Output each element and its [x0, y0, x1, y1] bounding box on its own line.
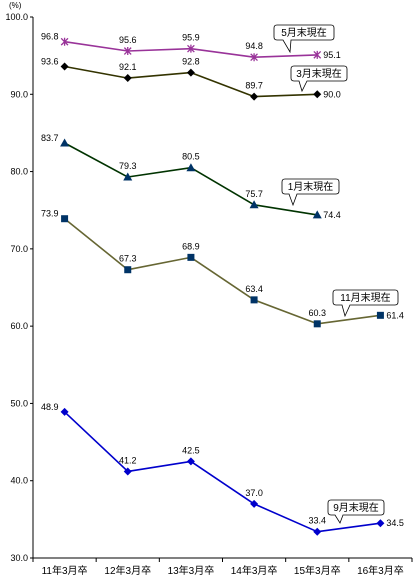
y-tick-label-1: 90.0 [10, 89, 28, 99]
series-0-point-2 [187, 44, 195, 53]
series-3-line [64, 218, 381, 325]
legend-callout-4 [327, 499, 385, 524]
x-tick-label-2: 13年3月卒 [168, 564, 215, 577]
series-2-label-0: 83.7 [41, 133, 59, 143]
series-4-label-3: 37.0 [245, 488, 263, 498]
series-0-point-1 [123, 47, 132, 56]
series-3-label-3: 63.4 [245, 284, 263, 294]
series-1-label-0: 93.6 [41, 56, 59, 66]
series-1-point-2 [186, 68, 195, 77]
y-tick-label-0: 100.0 [5, 12, 28, 22]
series-4-point-4 [313, 527, 322, 536]
y-axis-unit-label: (%) [9, 1, 22, 10]
series-1-label-2: 92.8 [182, 57, 200, 67]
series-3-label-1: 67.3 [119, 254, 137, 264]
series-2-point-4 [312, 210, 322, 219]
series-4-point-3 [250, 499, 259, 508]
series-0-label-0: 96.8 [41, 32, 59, 42]
series-3-label-4: 60.3 [308, 308, 326, 318]
series-3-point-4 [313, 320, 321, 328]
legend-callout-1-label: 3月末現在 [296, 67, 342, 80]
series-2-label-1: 79.3 [119, 161, 137, 171]
y-tick-label-2: 80.0 [10, 167, 28, 177]
legend-callout-3 [332, 289, 399, 318]
series-3-point-5 [376, 311, 384, 319]
legend-callout-2 [281, 178, 340, 207]
y-tick-label-6: 40.0 [10, 476, 28, 486]
series-3-point-0 [61, 215, 69, 223]
series-4-line [64, 411, 381, 533]
x-tick-label-5: 16年3月卒 [357, 564, 404, 577]
legend-callout-1 [290, 65, 348, 93]
series-0-point-4 [313, 50, 322, 59]
legend-callout-0-label: 5月末現在 [281, 26, 327, 39]
series-1-point-1 [123, 74, 132, 83]
series-3-point-2 [187, 253, 195, 261]
series-0-label-3: 94.8 [245, 41, 263, 51]
series-0-label-4: 95.1 [323, 50, 341, 60]
series-1-point-4 [313, 90, 322, 99]
series-2-label-3: 75.7 [245, 189, 263, 199]
series-1-point-3 [250, 92, 259, 101]
series-1-label-4: 90.0 [323, 89, 341, 99]
series-3-label-5: 61.4 [386, 310, 404, 320]
series-0-point-3 [250, 53, 258, 62]
series-4-label-2: 42.5 [182, 445, 200, 455]
y-tick-label-5: 50.0 [10, 398, 28, 408]
series-4-point-0 [60, 407, 69, 416]
series-4-label-5: 34.5 [386, 518, 404, 528]
legend-callout-2-label: 1月末現在 [288, 180, 334, 193]
y-tick-label-4: 60.0 [10, 321, 28, 331]
y-tick-label-3: 70.0 [10, 244, 28, 254]
series-3-point-1 [124, 266, 132, 274]
series-4-label-0: 48.9 [41, 402, 59, 412]
x-tick-label-4: 15年3月卒 [294, 564, 341, 577]
series-2-point-3 [249, 200, 259, 209]
series-3-label-2: 68.9 [182, 241, 200, 251]
series-3-point-3 [250, 296, 258, 304]
series-1-point-0 [60, 62, 69, 71]
series-2-label-2: 80.5 [182, 152, 200, 162]
legend-callouts: 5月末現在 3月末現在 1月末現在 11月末現在 9月末現在 [273, 24, 399, 524]
series-4-label-4: 33.4 [308, 516, 326, 526]
series-group: 96.8 95.6 95.9 94.8 95.1 93.6 92.1 92.8 89.7 90.0… [41, 32, 404, 536]
series-0-label-2: 95.9 [182, 33, 200, 43]
y-tick-label-7: 30.0 [10, 553, 28, 563]
series-1-label-1: 92.1 [119, 62, 137, 72]
series-4-label-1: 41.2 [119, 455, 137, 465]
series-2-label-4: 74.4 [323, 210, 341, 220]
legend-callout-4-label: 9月末現在 [333, 501, 379, 514]
axes: 100.0 90.0 80.0 70.0 60.0 50.0 40.0 30.0 11年3月卒 1… [5, 12, 413, 577]
x-tick-label-0: 11年3月卒 [42, 564, 88, 577]
series-4-point-2 [186, 457, 195, 466]
x-tick-label-3: 14年3月卒 [231, 564, 278, 577]
series-1-label-3: 89.7 [245, 81, 263, 91]
series-0-label-1: 95.6 [119, 35, 137, 45]
legend-callout-0 [273, 24, 335, 54]
series-2-point-1 [123, 172, 133, 181]
series-3-label-0: 73.9 [41, 209, 59, 219]
series-4-point-1 [123, 467, 132, 476]
series-4-point-5 [376, 519, 385, 528]
series-0-point-0 [60, 37, 69, 46]
series-2-point-0 [60, 138, 70, 147]
series-2-point-2 [186, 163, 196, 172]
x-tick-label-1: 12年3月卒 [104, 564, 151, 577]
legend-callout-3-label: 11月末現在 [340, 291, 390, 304]
